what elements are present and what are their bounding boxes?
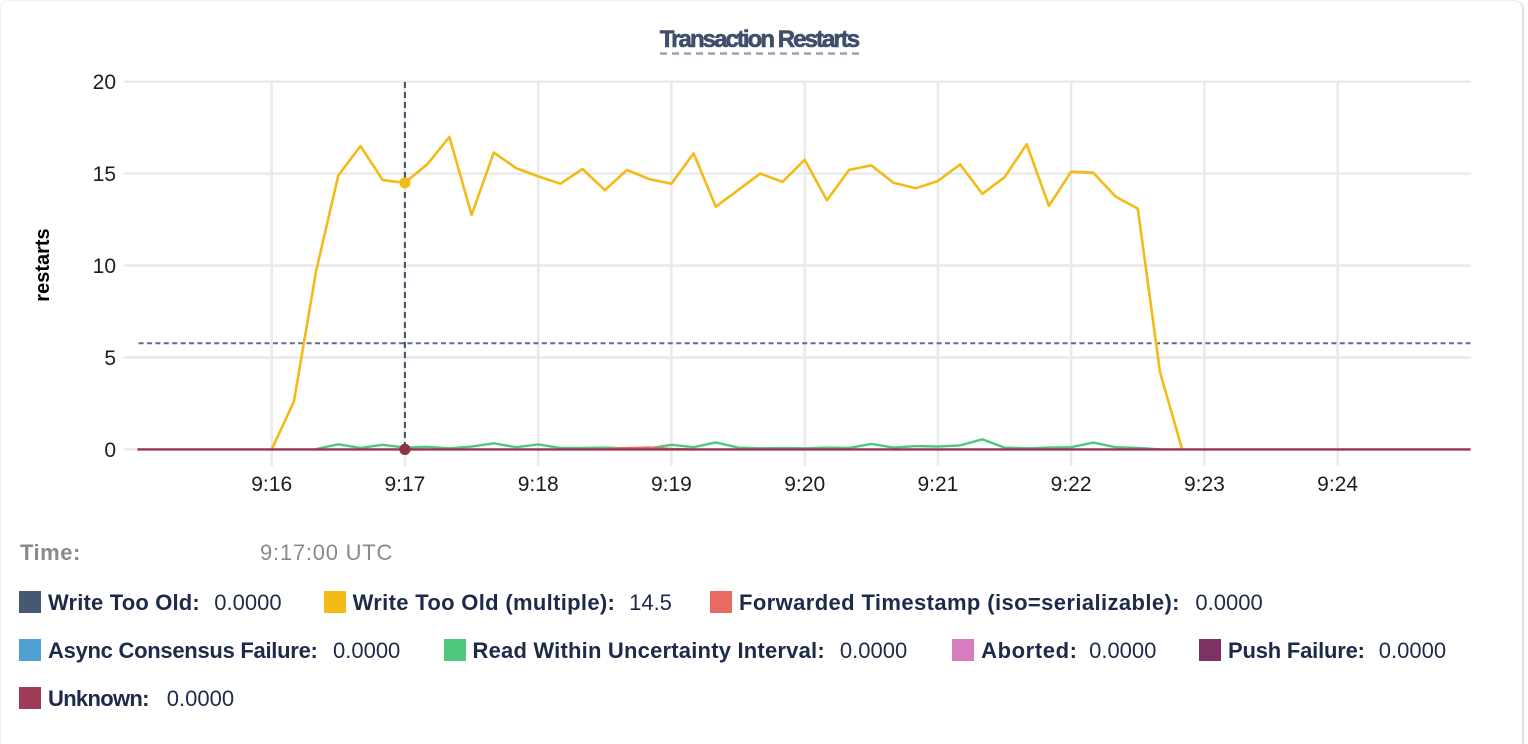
svg-text:9:23: 9:23: [1184, 473, 1225, 496]
svg-text:9:20: 9:20: [784, 473, 825, 496]
svg-text:9:24: 9:24: [1317, 473, 1358, 496]
svg-text:9:16: 9:16: [251, 473, 292, 496]
svg-text:9:19: 9:19: [651, 473, 692, 496]
svg-text:20: 20: [93, 71, 116, 94]
svg-text:10: 10: [93, 255, 116, 278]
svg-text:0: 0: [104, 439, 116, 462]
svg-text:9:21: 9:21: [917, 473, 958, 496]
svg-text:9:18: 9:18: [518, 473, 559, 496]
svg-text:restarts: restarts: [32, 228, 54, 301]
svg-text:9:17: 9:17: [384, 473, 425, 496]
svg-text:9:22: 9:22: [1051, 473, 1092, 496]
svg-text:5: 5: [104, 347, 116, 370]
svg-text:15: 15: [93, 163, 116, 186]
